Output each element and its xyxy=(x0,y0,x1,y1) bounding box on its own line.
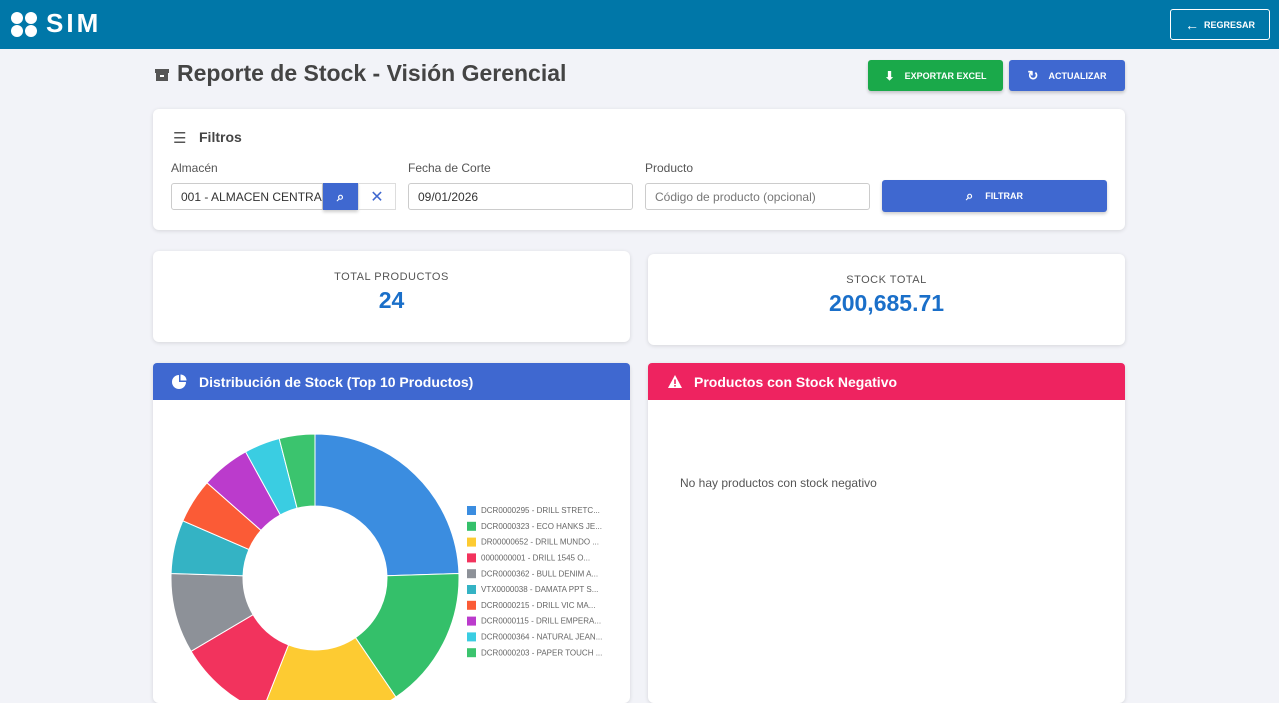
date-input[interactable]: 09/01/2026 xyxy=(408,183,633,210)
empty-message: No hay productos con stock negativo xyxy=(680,476,877,490)
legend-swatch xyxy=(467,553,476,563)
refresh-button[interactable]: ↻ ACTUALIZAR xyxy=(1009,60,1125,91)
negative-title: Productos con Stock Negativo xyxy=(694,373,898,390)
warehouse-search[interactable]: ⌕ xyxy=(323,183,358,210)
product-input[interactable]: Código de producto (opcional) xyxy=(645,183,870,210)
pie-icon xyxy=(172,374,187,389)
total-stock-value: 200,685.71 xyxy=(828,290,945,316)
distribution-card: Distribución de Stock (Top 10 Productos)… xyxy=(153,363,630,703)
pie-slice xyxy=(314,433,460,577)
total-products-value: 24 xyxy=(378,287,405,313)
filter-label: FILTRAR xyxy=(985,191,1024,201)
legend-label: DCR0000115 - DRILL EMPERA... xyxy=(481,617,601,626)
legend-label: DCR0000203 - PAPER TOUCH ... xyxy=(481,648,602,657)
legend-swatch xyxy=(467,506,476,515)
legend-label: VTX0000038 - DAMATA PPT S... xyxy=(481,585,598,594)
logo-icon xyxy=(11,12,37,37)
product-label: Producto xyxy=(645,161,694,175)
legend-label: DCR0000362 - BULL DENIM A... xyxy=(481,569,598,578)
distribution-title: Distribución de Stock (Top 10 Productos) xyxy=(199,373,474,390)
title-icon xyxy=(155,69,169,81)
legend-swatch xyxy=(467,632,476,642)
filter-button[interactable]: ⌕ FILTRAR xyxy=(882,180,1107,212)
legend-swatch xyxy=(467,537,476,547)
total-products-card: TOTAL PRODUCTOS 24 xyxy=(153,251,630,342)
legend-swatch xyxy=(467,569,476,579)
legend-swatch xyxy=(467,648,476,658)
back-label: REGRESAR xyxy=(1203,19,1255,30)
donut-chart: DCR0000295 - DRILL STRETC... DCR0000323 -… xyxy=(170,433,602,700)
date-label: Fecha de Corte xyxy=(408,161,491,175)
legend-swatch xyxy=(467,616,476,626)
back-button[interactable]: ← REGRESAR xyxy=(1170,9,1270,40)
logo-text: SIM xyxy=(46,8,102,38)
legend-label: DCR0000323 - ECO HANKS JE... xyxy=(481,522,602,531)
legend-swatch xyxy=(467,521,476,531)
warehouse-clear[interactable]: ✕ xyxy=(358,183,396,210)
filters-title: Filtros xyxy=(199,129,242,145)
top-bar: SIM ← REGRESAR xyxy=(0,0,1279,49)
legend-label: DCR0000295 - DRILL STRETC... xyxy=(481,506,600,515)
total-stock-card: STOCK TOTAL 200,685.71 xyxy=(648,254,1125,345)
negative-header: Productos con Stock Negativo xyxy=(648,363,1125,400)
warehouse-input[interactable]: 001 - ALMACEN CENTRA xyxy=(171,183,323,210)
negative-card: Productos con Stock Negativo No hay prod… xyxy=(648,363,1125,703)
legend-swatch xyxy=(467,585,476,594)
distribution-header: Distribución de Stock (Top 10 Productos) xyxy=(153,363,630,400)
total-stock-label: STOCK TOTAL xyxy=(846,274,927,286)
filters-card: ☰ Filtros Almacén 001 - ALMACEN CENTRA ⌕… xyxy=(153,109,1125,230)
legend-label: DCR0000215 - DRILL VIC MA... xyxy=(481,601,595,610)
total-products-label: TOTAL PRODUCTOS xyxy=(334,271,449,283)
legend-label: 0000000001 - DRILL 1545 O... xyxy=(481,554,590,563)
legend-label: DR00000652 - DRILL MUNDO ... xyxy=(481,538,599,547)
export-label: EXPORTAR EXCEL xyxy=(904,70,987,81)
warehouse-label: Almacén xyxy=(171,161,218,175)
pie-slice xyxy=(278,433,316,509)
warning-icon xyxy=(668,375,682,388)
page-title: Reporte de Stock - Visión Gerencial xyxy=(177,60,567,86)
legend-swatch xyxy=(467,600,476,610)
legend-label: DCR0000364 - NATURAL JEAN... xyxy=(481,633,602,642)
export-button[interactable]: ⬇ EXPORTAR EXCEL xyxy=(868,60,1003,91)
refresh-label: ACTUALIZAR xyxy=(1048,70,1107,81)
